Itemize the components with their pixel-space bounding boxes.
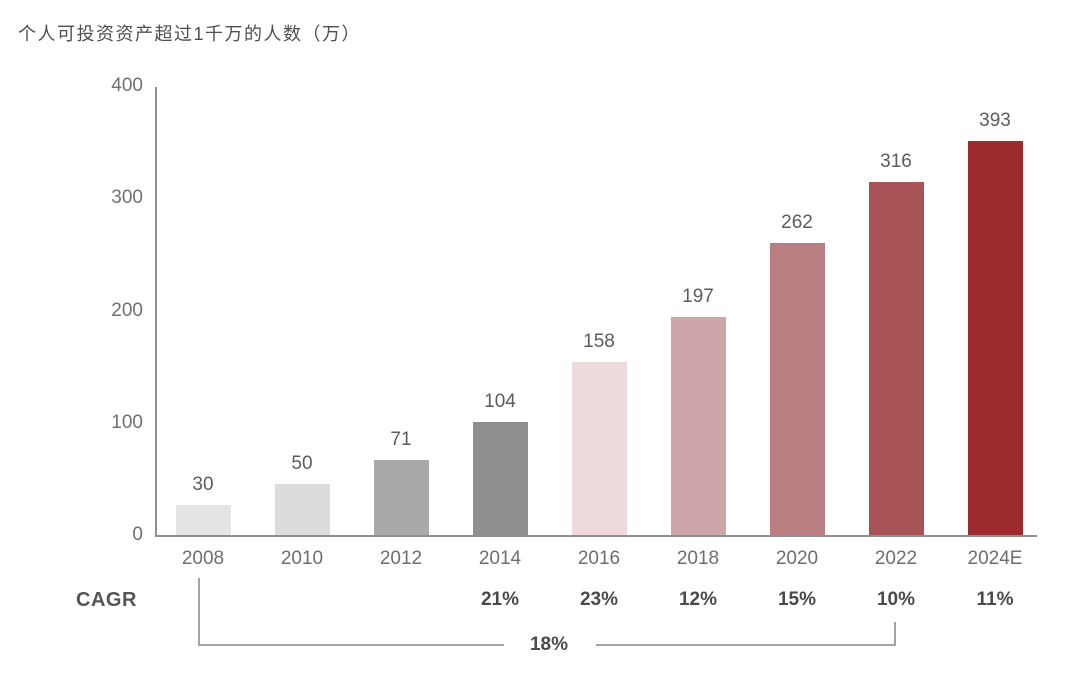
bar <box>274 484 330 535</box>
x-category-label: 2018 <box>676 548 720 569</box>
bar <box>175 505 231 535</box>
bar-value-label: 71 <box>390 429 412 450</box>
bar-value-label: 262 <box>781 212 813 233</box>
bar-value-label: 197 <box>682 286 714 307</box>
cagr-overall-label: 18% <box>529 634 569 655</box>
y-axis-line <box>155 87 157 537</box>
bar <box>670 317 726 535</box>
x-category-label: 2008 <box>181 548 225 569</box>
x-category-label: 2010 <box>280 548 324 569</box>
bar <box>769 243 825 535</box>
x-category-label: 2012 <box>379 548 423 569</box>
cagr-value-label: 15% <box>777 589 817 610</box>
x-category-label: 2014 <box>478 548 522 569</box>
bar <box>868 182 924 535</box>
cagr-value-label: 21% <box>480 589 520 610</box>
bar-value-label: 50 <box>291 453 313 474</box>
x-category-label: 2016 <box>577 548 621 569</box>
bar <box>472 422 528 535</box>
cagr-value-label: 10% <box>876 589 916 610</box>
y-tick-label: 300 <box>111 187 143 209</box>
bar-value-label: 30 <box>192 474 214 495</box>
x-axis-line <box>155 535 1037 537</box>
y-tick-label: 0 <box>132 524 143 545</box>
x-category-label: 2024E <box>967 548 1023 569</box>
cagr-bracket-left-line <box>198 578 200 646</box>
x-category-label: 2022 <box>874 548 918 569</box>
y-tick-label: 400 <box>111 75 143 96</box>
cagr-bracket-horizontal-left <box>198 644 504 646</box>
cagr-value-label: 12% <box>678 589 718 610</box>
cagr-value-label: 23% <box>579 589 619 610</box>
bar-value-label: 104 <box>484 391 516 412</box>
bar <box>967 141 1023 535</box>
cagr-bracket-right-line <box>894 622 896 646</box>
bar-value-label: 316 <box>880 151 912 172</box>
x-category-label: 2020 <box>775 548 819 569</box>
y-tick-label: 200 <box>111 299 143 321</box>
bar <box>571 362 627 535</box>
cagr-value-label: 11% <box>976 589 1014 610</box>
bar-value-label: 393 <box>979 110 1011 131</box>
cagr-bracket-horizontal-right <box>596 644 896 646</box>
page-title: 个人可投资资产超过1千万的人数（万） <box>18 24 362 44</box>
bar-value-label: 158 <box>583 331 615 352</box>
y-tick-label: 100 <box>111 411 143 433</box>
bar <box>373 460 429 535</box>
cagr-row-label: CAGR <box>76 589 137 611</box>
